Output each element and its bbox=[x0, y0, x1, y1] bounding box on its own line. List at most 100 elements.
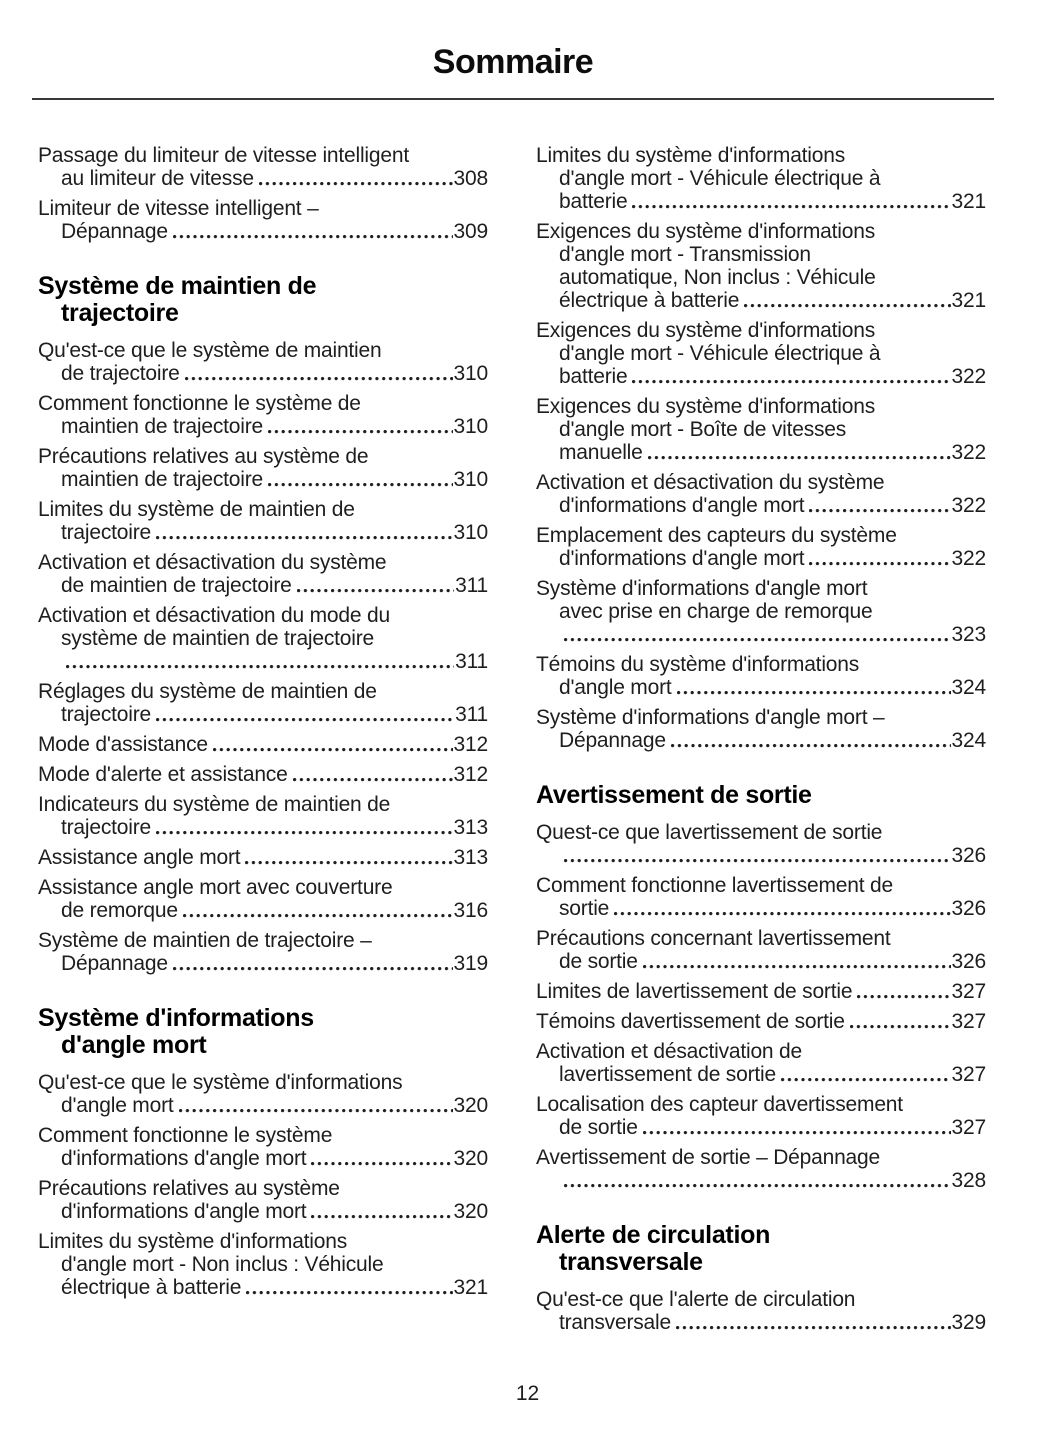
toc-entry[interactable]: Assistance angle mort 313 bbox=[38, 846, 488, 869]
toc-entry-text: d'informations d'angle mort bbox=[559, 494, 805, 517]
toc-entry-line: Activation et désactivation du système bbox=[38, 551, 488, 574]
toc-heading-line: Avertissement de sortie bbox=[536, 782, 986, 809]
toc-entry[interactable]: Qu'est-ce que le système d'informations d… bbox=[38, 1071, 488, 1117]
toc-section-heading: Système d'informations d'angle mort bbox=[38, 1005, 488, 1059]
toc-entry-line: Système de maintien de trajectoire – bbox=[38, 929, 488, 952]
toc-entry-text: Comment fonctionne le système bbox=[38, 1124, 333, 1147]
toc-entry-line: Comment fonctionne le système bbox=[38, 1124, 488, 1147]
toc-entry[interactable]: Indicateurs du système de maintien de tra… bbox=[38, 793, 488, 839]
toc-entry[interactable]: Exigences du système d'informations d'ang… bbox=[536, 395, 986, 464]
toc-entry[interactable]: Témoins davertissement de sortie 327 bbox=[536, 1010, 986, 1033]
toc-entry[interactable]: Précautions concernant lavertissement de … bbox=[536, 927, 986, 973]
toc-entry-text: Dépannage bbox=[61, 220, 168, 243]
toc-entry[interactable]: Exigences du système d'informations d'ang… bbox=[536, 319, 986, 388]
toc-entry[interactable]: Comment fonctionne lavertissement de sort… bbox=[536, 874, 986, 920]
toc-entry-line: Précautions relatives au système bbox=[38, 1177, 488, 1200]
toc-entry-text: d'angle mort - Transmission bbox=[559, 243, 811, 266]
dot-leader bbox=[809, 562, 951, 567]
toc-entry-text: Activation et désactivation du système bbox=[38, 551, 387, 574]
toc-page-number: 327 bbox=[951, 1063, 987, 1086]
toc-heading-line: d'angle mort bbox=[38, 1032, 488, 1059]
toc-entry[interactable]: Témoins du système d'informations d'angle… bbox=[536, 653, 986, 699]
toc-entry-line: d'angle mort - Véhicule électrique à bbox=[536, 167, 986, 190]
toc-entry[interactable]: Système d'informations d'angle mort avec … bbox=[536, 577, 986, 646]
toc-entry[interactable]: Activation et désactivation du système d'… bbox=[536, 471, 986, 517]
toc-page-number: 309 bbox=[453, 220, 489, 243]
toc-page-number: 320 bbox=[453, 1147, 489, 1170]
toc-entry-text: Qu'est-ce que l'alerte de circulation bbox=[536, 1288, 856, 1311]
toc-entry[interactable]: Assistance angle mort avec couverture de … bbox=[38, 876, 488, 922]
toc-entry-line: Précautions relatives au système de bbox=[38, 445, 488, 468]
dot-leader bbox=[156, 536, 453, 541]
toc-entry-line: 311 bbox=[38, 650, 488, 673]
dot-leader bbox=[642, 965, 951, 970]
toc-entry-text: Limites du système d'informations bbox=[38, 1230, 348, 1253]
toc-entry-line: électrique à batterie 321 bbox=[38, 1276, 488, 1299]
toc-entry-text: de remorque bbox=[61, 899, 178, 922]
toc-entry-line: Assistance angle mort 313 bbox=[38, 846, 488, 869]
toc-entry[interactable]: Exigences du système d'informations d'ang… bbox=[536, 220, 986, 312]
toc-entry-text: Comment fonctionne lavertissement de bbox=[536, 874, 893, 897]
toc-entry-line: Mode d'assistance 312 bbox=[38, 733, 488, 756]
toc-page-number: 327 bbox=[951, 1010, 987, 1033]
toc-entry-line: trajectoire 310 bbox=[38, 521, 488, 544]
toc-entry[interactable]: Limiteur de vitesse intelligent – Dépanna… bbox=[38, 197, 488, 243]
toc-entry[interactable]: Limites du système d'informations d'angle… bbox=[536, 144, 986, 213]
toc-entry-line: Limites du système d'informations bbox=[536, 144, 986, 167]
toc-entry[interactable]: Qu'est-ce que le système de maintien de t… bbox=[38, 339, 488, 385]
toc-entry-text: Assistance angle mort avec couverture bbox=[38, 876, 393, 899]
toc-section-heading: Avertissement de sortie bbox=[536, 782, 986, 809]
toc-heading-line: Système de maintien de bbox=[38, 273, 488, 300]
toc-entry[interactable]: Localisation des capteur davertissement d… bbox=[536, 1093, 986, 1139]
toc-entry-line: Activation et désactivation du système bbox=[536, 471, 986, 494]
toc-entry-line: d'informations d'angle mort 322 bbox=[536, 494, 986, 517]
toc-entry[interactable]: Limites du système de maintien de traject… bbox=[38, 498, 488, 544]
toc-entry[interactable]: Emplacement des capteurs du système d'inf… bbox=[536, 524, 986, 570]
dot-leader bbox=[676, 691, 951, 696]
dot-leader bbox=[780, 1078, 951, 1083]
toc-entry[interactable]: Mode d'alerte et assistance 312 bbox=[38, 763, 488, 786]
toc-entry-line: manuelle 322 bbox=[536, 441, 986, 464]
toc-page-number: 321 bbox=[453, 1276, 489, 1299]
toc-entry-line: transversale 329 bbox=[536, 1311, 986, 1334]
toc-page-number: 311 bbox=[455, 703, 488, 726]
toc-entry[interactable]: Réglages du système de maintien de trajec… bbox=[38, 680, 488, 726]
toc-entry[interactable]: Mode d'assistance 312 bbox=[38, 733, 488, 756]
toc-entry[interactable]: Activation et désactivation du mode du sy… bbox=[38, 604, 488, 673]
toc-entry-text: Précautions concernant lavertissement bbox=[536, 927, 891, 950]
toc-entry[interactable]: Quest-ce que lavertissement de sortie 326 bbox=[536, 821, 986, 867]
toc-entry[interactable]: Limites de lavertissement de sortie 327 bbox=[536, 980, 986, 1003]
toc-page-number: 324 bbox=[951, 676, 987, 699]
toc-columns: Passage du limiteur de vitesse intellige… bbox=[32, 100, 994, 1341]
toc-entry-line: d'angle mort - Boîte de vitesses bbox=[536, 418, 986, 441]
toc-entry[interactable]: Activation et désactivation du système de… bbox=[38, 551, 488, 597]
toc-entry[interactable]: Limites du système d'informations d'angle… bbox=[38, 1230, 488, 1299]
toc-entry[interactable]: Précautions relatives au système de maint… bbox=[38, 445, 488, 491]
toc-entry[interactable]: Qu'est-ce que l'alerte de circulation tra… bbox=[536, 1288, 986, 1334]
toc-page-number: 311 bbox=[455, 650, 488, 673]
toc-entry-line: Localisation des capteur davertissement bbox=[536, 1093, 986, 1116]
toc-entry[interactable]: Système de maintien de trajectoire – Dépa… bbox=[38, 929, 488, 975]
toc-page-number: 322 bbox=[951, 547, 987, 570]
toc-page-number: 323 bbox=[951, 623, 987, 646]
toc-entry[interactable]: Passage du limiteur de vitesse intellige… bbox=[38, 144, 488, 190]
toc-entry[interactable]: Activation et désactivation de lavertisse… bbox=[536, 1040, 986, 1086]
toc-entry-text: Assistance angle mort bbox=[38, 846, 241, 869]
toc-entry-line: Activation et désactivation de bbox=[536, 1040, 986, 1063]
toc-entry-text: Précautions relatives au système bbox=[38, 1177, 340, 1200]
toc-entry[interactable]: Comment fonctionne le système de maintien… bbox=[38, 392, 488, 438]
toc-entry[interactable]: Comment fonctionne le système d'informati… bbox=[38, 1124, 488, 1170]
toc-entry-line: Réglages du système de maintien de bbox=[38, 680, 488, 703]
dot-leader bbox=[564, 859, 951, 864]
toc-entry-line: de sortie 326 bbox=[536, 950, 986, 973]
dot-leader bbox=[564, 1184, 951, 1189]
dot-leader bbox=[245, 861, 453, 866]
toc-entry[interactable]: Système d'informations d'angle mort – Dép… bbox=[536, 706, 986, 752]
toc-entry-text: système de maintien de trajectoire bbox=[61, 627, 375, 650]
toc-column-left: Passage du limiteur de vitesse intellige… bbox=[38, 144, 488, 1341]
toc-entry-text: d'informations d'angle mort bbox=[61, 1200, 307, 1223]
toc-entry[interactable]: Avertissement de sortie – Dépannage 328 bbox=[536, 1146, 986, 1192]
toc-entry-text: Exigences du système d'informations bbox=[536, 319, 876, 342]
toc-entry[interactable]: Précautions relatives au système d'inform… bbox=[38, 1177, 488, 1223]
